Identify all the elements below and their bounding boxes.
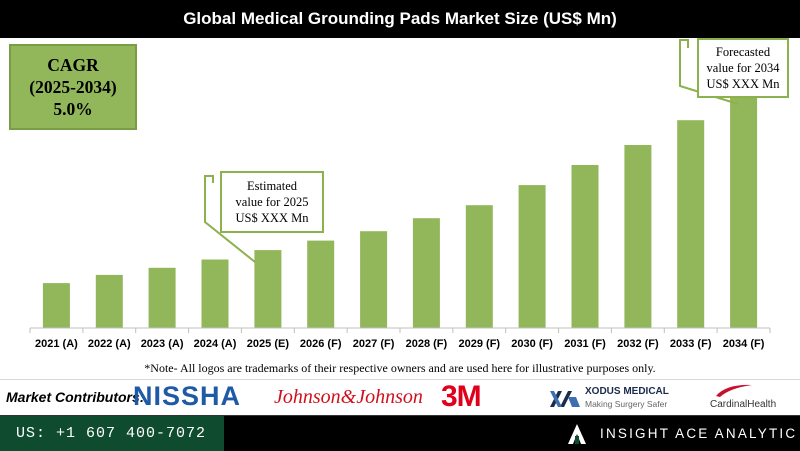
insight-ace-logo-icon (568, 424, 586, 444)
x-tick-label: 2034 (F) (723, 338, 765, 350)
bar-chart: 2021 (A) 2022 (A) 2023 (A) 2024 (A) 2025 (E)… (29, 39, 771, 350)
bar-2027-f (360, 231, 388, 328)
xodus-medical-logo: XODUS MEDICAL Making Surgery Safer (548, 386, 678, 412)
bar-2028-f (412, 218, 440, 328)
cardinal-health-logo: CardinalHealth (708, 382, 794, 414)
bar-2029-f (465, 205, 493, 328)
bars-group (42, 94, 758, 328)
x-tick-label: 2026 (F) (300, 338, 342, 350)
callout-2025-connector (204, 175, 256, 263)
cagr-label: CAGR (47, 55, 99, 75)
bar-2024-a (201, 259, 229, 328)
chart-title: Global Medical Grounding Pads Market Siz… (0, 0, 800, 38)
x-tick-label: 2030 (F) (511, 338, 553, 350)
forecasted-callout: Forecasted value for 2034 US$ XXX Mn (697, 38, 789, 98)
johnson-and-johnson-logo: Johnson&Johnson (274, 386, 423, 408)
footer-bar: US: +1 607 400-7072 INSIGHT ACE ANALYTIC (0, 415, 800, 451)
x-tick-label: 2025 (E) (247, 338, 290, 350)
x-tick-label: 2031 (F) (564, 338, 606, 350)
bar-2023-a (148, 267, 176, 328)
x-tick-label: 2028 (F) (406, 338, 448, 350)
bar-2034-f (730, 94, 758, 328)
x-tick-label: 2029 (F) (459, 338, 501, 350)
bar-2026-f (307, 240, 335, 328)
cagr-value: 5.0% (53, 99, 93, 119)
3m-logo: 3M (441, 380, 482, 413)
bar-2025-e (254, 250, 282, 328)
phone-number: US: +1 607 400-7072 (0, 416, 224, 451)
x-tick-label: 2023 (A) (141, 338, 184, 350)
estimated-callout: Estimated value for 2025 US$ XXX Mn (220, 171, 324, 233)
cardinal-text: CardinalHealth (710, 399, 777, 410)
x-tick-label: 2032 (F) (617, 338, 659, 350)
estimated-callout-line3: US$ XXX Mn (235, 211, 309, 225)
bar-2032-f (624, 145, 652, 328)
estimated-callout-line2: value for 2025 (235, 195, 309, 209)
cagr-box: CAGR (2025-2034) 5.0% (9, 44, 137, 130)
trademark-note: *Note- All logos are trademarks of their… (144, 361, 656, 375)
bar-2022-a (95, 274, 123, 328)
x-tick-label: 2021 (A) (35, 338, 78, 350)
forecasted-callout-line1: Forecasted (715, 45, 771, 59)
cagr-period: (2025-2034) (29, 77, 117, 97)
bar-2033-f (677, 120, 705, 328)
forecasted-callout-line2: value for 2034 (706, 61, 780, 75)
nissha-logo: NISSHA (133, 381, 242, 411)
x-tick-label: 2027 (F) (353, 338, 395, 350)
estimated-callout-line1: Estimated (247, 179, 297, 193)
brand-name: INSIGHT ACE ANALYTIC (600, 426, 798, 441)
xodus-mark-icon (550, 391, 580, 407)
bar-2031-f (571, 165, 599, 328)
xodus-name: XODUS MEDICAL (585, 386, 669, 397)
x-axis: 2021 (A) 2022 (A) 2023 (A) 2024 (A) 2025 (E)… (29, 327, 771, 350)
x-tick-label: 2024 (A) (194, 338, 237, 350)
xodus-tagline: Making Surgery Safer (585, 399, 668, 409)
forecasted-callout-line3: US$ XXX Mn (706, 77, 780, 91)
cardinal-swoosh-icon (716, 384, 752, 397)
bar-2030-f (518, 185, 546, 328)
bar-2021-a (42, 283, 70, 328)
x-tick-label: 2033 (F) (670, 338, 712, 350)
x-tick-label: 2022 (A) (88, 338, 131, 350)
market-contributors-row: Market Contributors: NISSHA Johnson&John… (0, 379, 800, 416)
contributors-label: Market Contributors: (6, 389, 145, 405)
